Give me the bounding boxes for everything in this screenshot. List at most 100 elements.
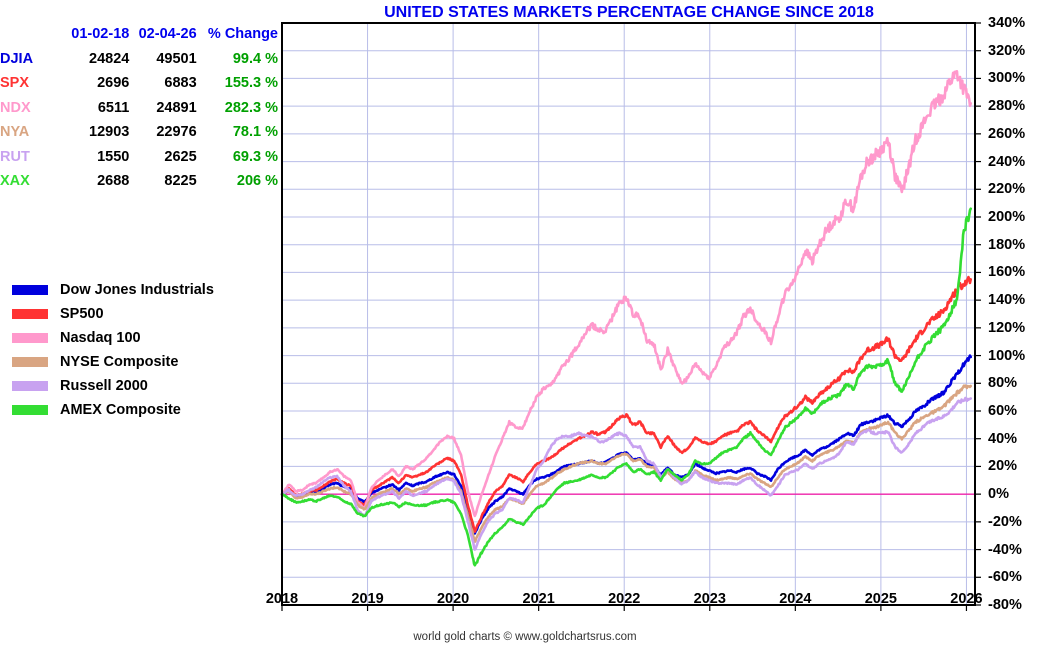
quote-table: 01-02-18 02-04-26 % Change DJIA 24824 4950… xyxy=(0,22,278,194)
row-end: 8225 xyxy=(164,173,197,189)
y-axis-tick-label: 60% xyxy=(988,403,1018,419)
x-axis-tick-label: 2018 xyxy=(265,591,299,607)
series-nasdaq-100 xyxy=(280,70,973,518)
header-end-date: 02-04-26 xyxy=(138,26,197,42)
legend-item-label: SP500 xyxy=(60,306,104,322)
legend-swatch-icon xyxy=(12,285,48,295)
y-axis-tick-label: 280% xyxy=(988,98,1026,115)
legend-swatch-icon xyxy=(12,333,48,343)
row-start: 24824 xyxy=(89,50,130,67)
row-symbol: SPX xyxy=(0,75,30,91)
series-amex-composite xyxy=(280,207,973,567)
header-start-date: 01-02-18 xyxy=(71,26,130,42)
row-symbol: RUT xyxy=(0,148,30,165)
y-axis-tick-label: 120% xyxy=(988,319,1026,336)
x-axis-tick-label: 2024 xyxy=(779,591,812,607)
y-axis-tick-label: 40% xyxy=(988,430,1018,447)
row-end: 22976 xyxy=(156,124,197,140)
row-start: 1550 xyxy=(97,148,130,165)
row-symbol: DJIA xyxy=(0,50,34,67)
legend-item-label: NYSE Composite xyxy=(60,354,179,370)
series-line xyxy=(280,70,973,518)
y-axis-tick-label: 340% xyxy=(988,15,1026,31)
legend-swatch-icon xyxy=(12,381,48,391)
x-axis-tick-label: 2022 xyxy=(608,591,641,607)
x-axis-tick-label: 2019 xyxy=(351,591,384,607)
legend-item[interactable]: Dow Jones Industrials xyxy=(12,278,214,302)
x-axis-tick-label: 2020 xyxy=(436,591,470,607)
series-sp500 xyxy=(280,275,973,533)
legend-swatch-icon xyxy=(12,405,48,415)
table-row: RUT 1550 2625 69.3 % xyxy=(0,145,278,170)
y-axis-tick-label: -20% xyxy=(988,513,1022,530)
series-dow-jones-industrials xyxy=(280,354,973,535)
legend-item[interactable]: Russell 2000 xyxy=(12,374,214,398)
row-change: 155.3 % xyxy=(224,75,278,91)
table-row: NDX 6511 24891 282.3 % xyxy=(0,96,278,121)
series-line xyxy=(280,396,973,551)
x-axis-tick-label: 2025 xyxy=(864,591,898,607)
x-axis-tick-label: 2023 xyxy=(693,591,726,607)
table-header-row: 01-02-18 02-04-26 % Change xyxy=(0,22,278,47)
row-change: 206 % xyxy=(236,173,278,189)
y-axis-tick-label: 100% xyxy=(988,347,1026,364)
table-row: XAX 2688 8225 206 % xyxy=(0,169,278,194)
y-axis-tick-label: 20% xyxy=(988,458,1018,475)
quote-table-grid: 01-02-18 02-04-26 % Change DJIA 24824 4950… xyxy=(0,22,278,194)
legend-item[interactable]: Nasdaq 100 xyxy=(12,326,214,350)
row-end: 6883 xyxy=(164,75,197,91)
chart-legend: Dow Jones Industrials SP500 Nasdaq 100 NYSE… xyxy=(12,278,214,422)
table-row: SPX 2696 6883 155.3 % xyxy=(0,71,278,96)
row-start: 6511 xyxy=(97,99,130,116)
legend-item-label: AMEX Composite xyxy=(60,402,181,418)
plot-frame xyxy=(281,22,976,606)
y-axis-tick-label: 300% xyxy=(988,70,1026,87)
row-start: 12903 xyxy=(89,124,130,140)
legend-swatch-icon xyxy=(12,357,48,367)
table-body: DJIA 24824 49501 99.4 % SPX 2696 6883 155.3 % ND… xyxy=(0,47,278,194)
y-axis-tick-label: 200% xyxy=(988,209,1026,225)
legend-item[interactable]: NYSE Composite xyxy=(12,350,214,374)
header-pct-change: % Change xyxy=(207,26,278,42)
legend-item-label: Nasdaq 100 xyxy=(60,330,141,346)
row-symbol: NDX xyxy=(0,99,31,116)
legend-item[interactable]: SP500 xyxy=(12,302,214,326)
x-axis-tick-label: 2026 xyxy=(950,591,983,607)
legend-swatch-icon xyxy=(12,309,48,319)
page-title: UNITED STATES MARKETS PERCENTAGE CHANGE … xyxy=(384,4,874,21)
row-change: 282.3 % xyxy=(224,99,278,116)
series-line xyxy=(280,275,973,533)
y-axis-tick-label: 220% xyxy=(988,181,1026,198)
y-axis-tick-label: 0% xyxy=(988,486,1009,503)
row-end: 24891 xyxy=(156,99,197,116)
row-symbol: NYA xyxy=(0,124,30,140)
row-change: 69.3 % xyxy=(232,148,278,165)
legend-item-label: Dow Jones Industrials xyxy=(60,282,214,298)
y-axis-tick-label: -60% xyxy=(988,569,1022,586)
series-russell-2000 xyxy=(280,396,973,551)
table-row: DJIA 24824 49501 99.4 % xyxy=(0,47,278,72)
row-change: 78.1 % xyxy=(232,124,278,140)
y-axis-tick-label: 140% xyxy=(988,292,1026,309)
y-axis-tick-label: -40% xyxy=(988,541,1022,558)
legend-item[interactable]: AMEX Composite xyxy=(12,398,214,422)
series-line xyxy=(280,207,973,567)
y-axis-tick-label: 160% xyxy=(988,264,1026,281)
row-symbol: XAX xyxy=(0,173,30,189)
y-axis-tick-label: 260% xyxy=(988,125,1026,142)
y-axis-tick-label: 80% xyxy=(988,375,1018,392)
row-end: 2625 xyxy=(164,148,197,165)
row-end: 49501 xyxy=(156,50,197,67)
y-axis-tick-label: -80% xyxy=(988,597,1022,613)
y-axis-tick-label: 320% xyxy=(988,42,1026,59)
table-row: NYA 12903 22976 78.1 % xyxy=(0,120,278,145)
legend-item-label: Russell 2000 xyxy=(60,378,148,394)
x-axis-tick-label: 2021 xyxy=(522,591,555,607)
row-start: 2696 xyxy=(97,75,130,91)
y-axis-tick-label: 240% xyxy=(988,153,1026,170)
series-line xyxy=(280,354,973,535)
y-axis-tick-label: 180% xyxy=(988,236,1026,253)
footer-credit: world gold charts © www.goldchartsrus.co… xyxy=(413,631,637,643)
